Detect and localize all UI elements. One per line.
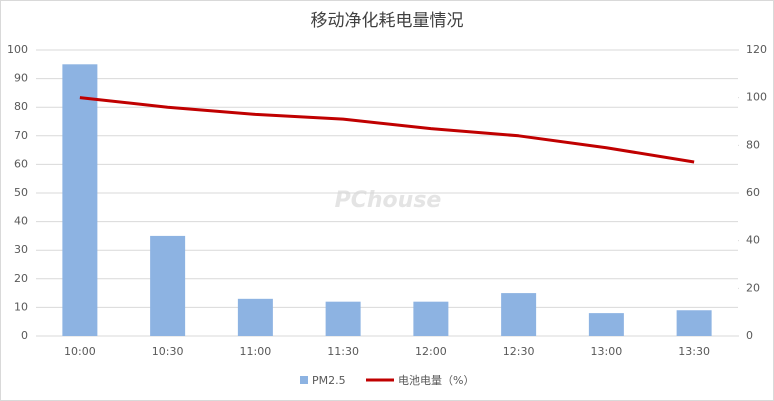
y-tick-label: 70	[14, 129, 28, 142]
y2-tick-label: 20	[746, 281, 760, 294]
bar	[237, 298, 273, 336]
bar	[413, 301, 449, 336]
y-tick-label: 50	[14, 186, 28, 199]
bar	[501, 293, 537, 336]
y-tick-label: 80	[14, 100, 28, 113]
y-tick-label: 10	[14, 300, 28, 313]
x-tick-label: 13:00	[591, 345, 623, 358]
bar	[150, 235, 186, 336]
x-tick-label: 12:30	[503, 345, 535, 358]
legend-label: PM2.5	[312, 374, 346, 387]
y2-tick-label: 40	[746, 234, 760, 247]
y2-tick-label: 80	[746, 138, 760, 151]
watermark: PChouse	[335, 188, 442, 213]
legend-swatch	[300, 376, 308, 384]
y-tick-label: 0	[21, 329, 28, 342]
line	[79, 96, 695, 164]
bar	[588, 313, 624, 336]
x-tick-label: 10:00	[64, 345, 96, 358]
bar	[62, 64, 98, 337]
legend-label: 电池电量（%）	[398, 374, 474, 387]
y-tick-label: 90	[14, 72, 28, 85]
chart-title: 移动净化耗电量情况	[311, 11, 464, 31]
y2-tick-label: 60	[746, 186, 760, 199]
y-tick-label: 20	[14, 272, 28, 285]
y2-tick-label: 100	[746, 91, 767, 104]
bar	[325, 301, 361, 336]
x-tick-label: 12:00	[415, 345, 447, 358]
y-tick-label: 60	[14, 157, 28, 170]
y-tick-label: 100	[7, 43, 28, 56]
y2-tick-label: 0	[746, 329, 753, 342]
y2-tick-label: 120	[746, 43, 767, 56]
bar	[676, 310, 712, 336]
x-tick-label: 13:30	[678, 345, 710, 358]
x-tick-label: 11:30	[327, 345, 359, 358]
x-tick-label: 11:00	[240, 345, 272, 358]
x-tick-label: 10:30	[152, 345, 184, 358]
y-tick-label: 40	[14, 215, 28, 228]
y-tick-label: 30	[14, 243, 28, 256]
